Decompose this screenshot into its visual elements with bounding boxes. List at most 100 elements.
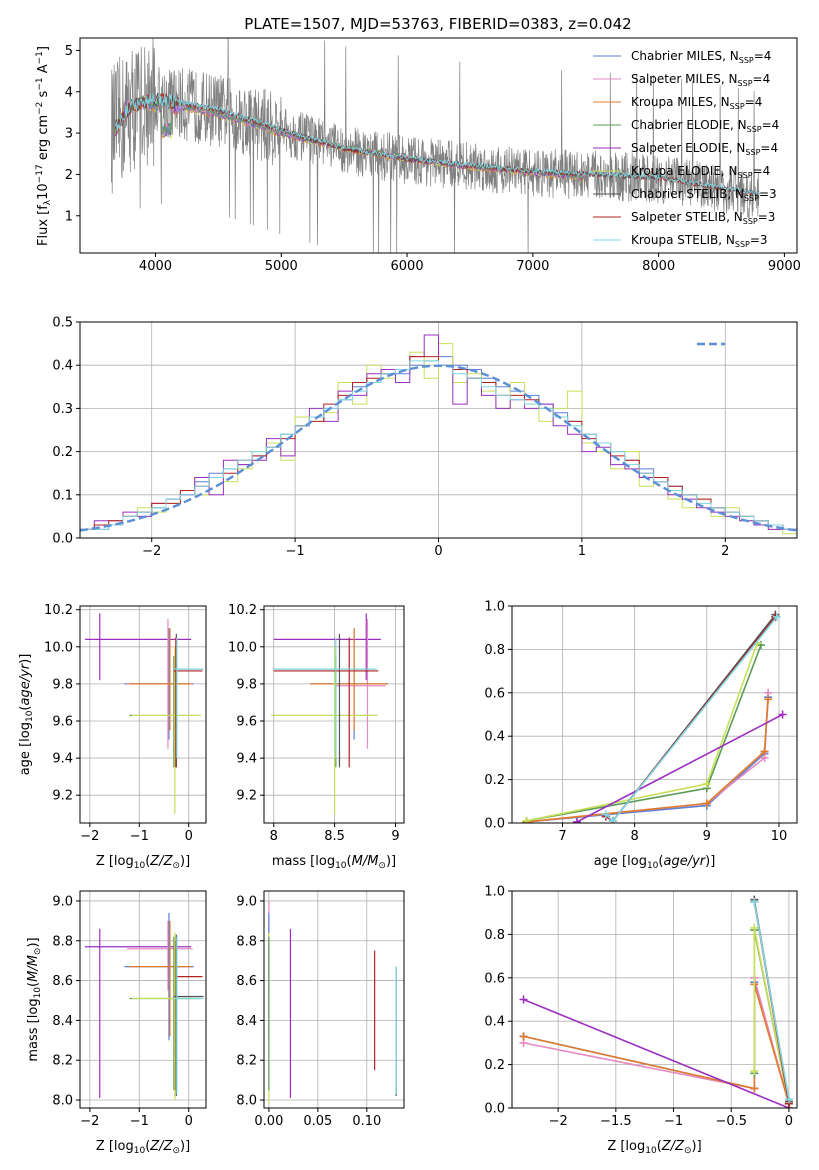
y-tick-label: 9.2: [236, 789, 257, 804]
y-tick-label: 8.8: [52, 934, 73, 949]
histogram-kroupa_stelib: [80, 360, 797, 530]
weight-marker-kroupa_elodie: [750, 1067, 759, 1076]
weight-marker-kroupa_miles: [760, 747, 769, 756]
weight-marker-kroupa_stelib: [609, 816, 618, 823]
panel-z_vs_age: −2 −1 0 9.2 9.4 9.6 9.8 10.0 10.2 Z [log10(Z/Z⊙)]…: [18, 603, 207, 871]
weight-line-salpeter_elodie: [576, 713, 783, 823]
x-tick-label: −1: [286, 544, 305, 559]
x-tick-label: 9000: [768, 259, 801, 274]
y-tick-label: 8.4: [52, 1014, 73, 1029]
y-tick-label: 0.2: [484, 1058, 505, 1073]
weight-marker-salpeter_elodie: [778, 710, 787, 719]
x-tick-label: −1: [130, 829, 149, 844]
plot-area: [111, 38, 760, 253]
y-tick-label: 8.0: [236, 1094, 257, 1109]
y-tick-label: 9.6: [236, 714, 257, 729]
axes-decoration: 8 8.5 9 9.2 9.4 9.6 9.8 10.0 10.2: [228, 603, 405, 844]
axes-decoration: 0.00 0.05 0.10 8.0 8.2 8.4 8.6 8.8 9.0: [236, 890, 405, 1129]
plot-area: [84, 613, 204, 814]
weight-marker-kroupa_elodie: [702, 779, 711, 788]
x-tick-label: −1: [664, 1114, 683, 1129]
x-tick-label: 9: [391, 829, 399, 844]
axes-frame: [511, 890, 798, 1109]
y-tick-label: 9.0: [236, 894, 257, 909]
y-tick-label: 5: [65, 44, 73, 59]
weight-line-kroupa_miles: [523, 984, 790, 1104]
plot-area: [271, 613, 389, 814]
axes-frame: [263, 890, 405, 1109]
plot-area: [268, 900, 397, 1105]
weight-line-chabrier_miles: [523, 981, 790, 1104]
y-tick-label: 1.0: [484, 600, 505, 615]
x-tick-label: 8000: [642, 259, 675, 274]
plot-area: [80, 334, 797, 535]
panel-ebv_vs_mass: 0.00 0.05 0.10 8.0 8.2 8.4 8.6 8.8 9.0: [236, 890, 405, 1129]
axes-decoration: −2 −1 0 9.2 9.4 9.6 9.8 10.0 10.2: [44, 603, 207, 844]
axes-decoration: 7 8 9 10 0.0 0.2 0.4 0.6 0.8 1.0: [484, 600, 798, 844]
x-tick-label: −2: [80, 829, 99, 844]
gridlines: [264, 891, 404, 1108]
y-axis-label: Flux [fλ10−17 erg cm−2 s−1 A−1]: [35, 46, 53, 246]
y-tick-label: 8.8: [236, 934, 257, 949]
y-tick-label: 8.6: [236, 974, 257, 989]
y-tick-label: 8.4: [236, 1014, 257, 1029]
x-axis-label: Z [log10(Z/Z⊙)]: [96, 1139, 190, 1156]
axes-frame: [79, 605, 207, 824]
y-tick-label: 10.0: [44, 640, 73, 655]
axes-frame: [511, 605, 798, 824]
y-tick-label: 0.0: [484, 817, 505, 832]
model-line-kroupa_stelib: [114, 92, 760, 197]
x-tick-label: 7: [558, 829, 566, 844]
x-tick-label: 10: [771, 829, 788, 844]
y-tick-label: 1.0: [484, 885, 505, 900]
weight-line-salpeter_elodie: [523, 998, 790, 1108]
weight-marker-kroupa_miles: [702, 799, 711, 808]
x-tick-label: 9: [703, 829, 711, 844]
x-tick-label: 8: [270, 829, 278, 844]
weight-marker-kroupa_stelib: [784, 1095, 793, 1104]
plot-area: [522, 610, 787, 823]
panel-spectrum: 4000 5000 6000 7000 8000 9000 1 2 3 4 5 Flux [fλ10−…: [35, 37, 801, 274]
legend-label-kroupa_elodie: Kroupa ELODIE, NSSP=4: [631, 164, 770, 180]
weight-marker-kroupa_miles: [764, 695, 773, 704]
weight-marker-kroupa_stelib: [601, 810, 610, 819]
legend-label-chabrier_stelib: Chabrier STELIB, NSSP=3: [631, 187, 777, 203]
y-tick-label: 9.8: [236, 677, 257, 692]
axes-decoration: 4000 5000 6000 7000 8000 9000 1 2 3 4 5: [65, 37, 801, 274]
axes-decoration: −2 −1 0 1 2 0.0 0.1 0.2 0.3 0.4 0.5: [52, 316, 798, 559]
x-axis-label: mass [log10(M/M⊙)]: [272, 854, 396, 871]
y-tick-label: 2: [65, 168, 73, 183]
y-tick-label: 0.0: [484, 1102, 505, 1117]
weight-marker-kroupa_elodie: [522, 816, 531, 823]
legend-label-kroupa_miles: Kroupa MILES, NSSP=4: [631, 95, 762, 111]
y-tick-label: 9.4: [236, 752, 257, 767]
weight-marker-kroupa_elodie: [750, 923, 759, 932]
y-tick-label: 8.2: [52, 1054, 73, 1069]
y-tick-label: 9.0: [52, 894, 73, 909]
x-tick-label: 0.05: [303, 1114, 332, 1129]
y-axis-label: mass [log10(M/M⊙)]: [26, 937, 43, 1061]
y-tick-label: 8.2: [236, 1054, 257, 1069]
legend-label-chabrier_miles: Chabrier MILES, NSSP=4: [631, 49, 771, 65]
weight-line-kroupa_miles: [526, 699, 769, 823]
y-tick-label: 0.0: [52, 532, 73, 547]
y-tick-label: 8.6: [52, 974, 73, 989]
y-tick-label: 0.3: [52, 402, 73, 417]
axes-decoration: −2 −1 0 8.0 8.2 8.4 8.6 8.8 9.0: [52, 890, 207, 1129]
x-tick-label: 8.5: [324, 829, 345, 844]
model-line-chabrier_stelib: [114, 92, 760, 197]
x-tick-label: −1.5: [600, 1114, 632, 1129]
legend-label-salpeter_stelib: Salpeter STELIB, NSSP=3: [631, 210, 775, 226]
y-tick-label: 4: [65, 85, 73, 100]
y-tick-label: 0.4: [484, 730, 505, 745]
weight-marker-salpeter_elodie: [572, 817, 581, 823]
x-axis-label: Z [log10(Z/Z⊙)]: [96, 854, 190, 871]
gridlines: [80, 606, 206, 823]
y-tick-label: 0.8: [484, 928, 505, 943]
axes-frame: [79, 37, 798, 254]
y-tick-label: 0.4: [484, 1015, 505, 1030]
y-tick-label: 0.6: [484, 971, 505, 986]
y-axis-label: age [log10(age/yr)]: [18, 654, 35, 776]
y-tick-label: 8.0: [52, 1094, 73, 1109]
